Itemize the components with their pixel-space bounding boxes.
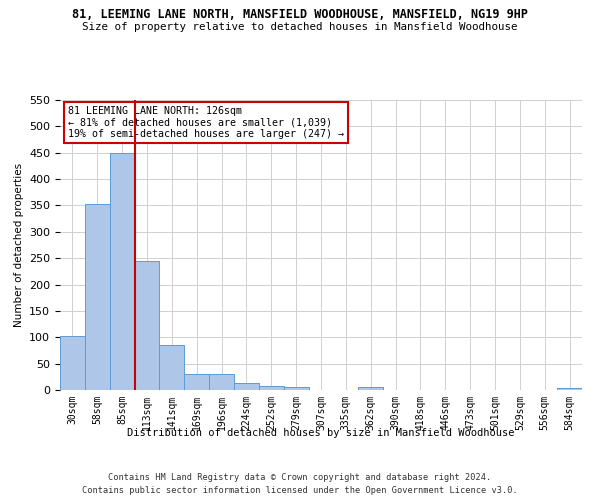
Bar: [284, 388, 308, 390]
Bar: [85, 204, 110, 390]
Bar: [209, 374, 234, 390]
Text: Distribution of detached houses by size in Mansfield Woodhouse: Distribution of detached houses by size …: [127, 428, 515, 438]
Text: Contains public sector information licensed under the Open Government Licence v3: Contains public sector information licen…: [82, 486, 518, 495]
Bar: [134, 261, 160, 390]
Text: 81 LEEMING LANE NORTH: 126sqm
← 81% of detached houses are smaller (1,039)
19% o: 81 LEEMING LANE NORTH: 126sqm ← 81% of d…: [68, 106, 344, 139]
Bar: [234, 383, 259, 390]
Text: 81, LEEMING LANE NORTH, MANSFIELD WOODHOUSE, MANSFIELD, NG19 9HP: 81, LEEMING LANE NORTH, MANSFIELD WOODHO…: [72, 8, 528, 20]
Bar: [259, 386, 284, 390]
Bar: [184, 374, 209, 390]
Bar: [358, 388, 383, 390]
Bar: [110, 154, 134, 390]
Text: Size of property relative to detached houses in Mansfield Woodhouse: Size of property relative to detached ho…: [82, 22, 518, 32]
Bar: [160, 344, 184, 390]
Text: Contains HM Land Registry data © Crown copyright and database right 2024.: Contains HM Land Registry data © Crown c…: [109, 472, 491, 482]
Y-axis label: Number of detached properties: Number of detached properties: [14, 163, 23, 327]
Bar: [557, 388, 582, 390]
Bar: [60, 336, 85, 390]
